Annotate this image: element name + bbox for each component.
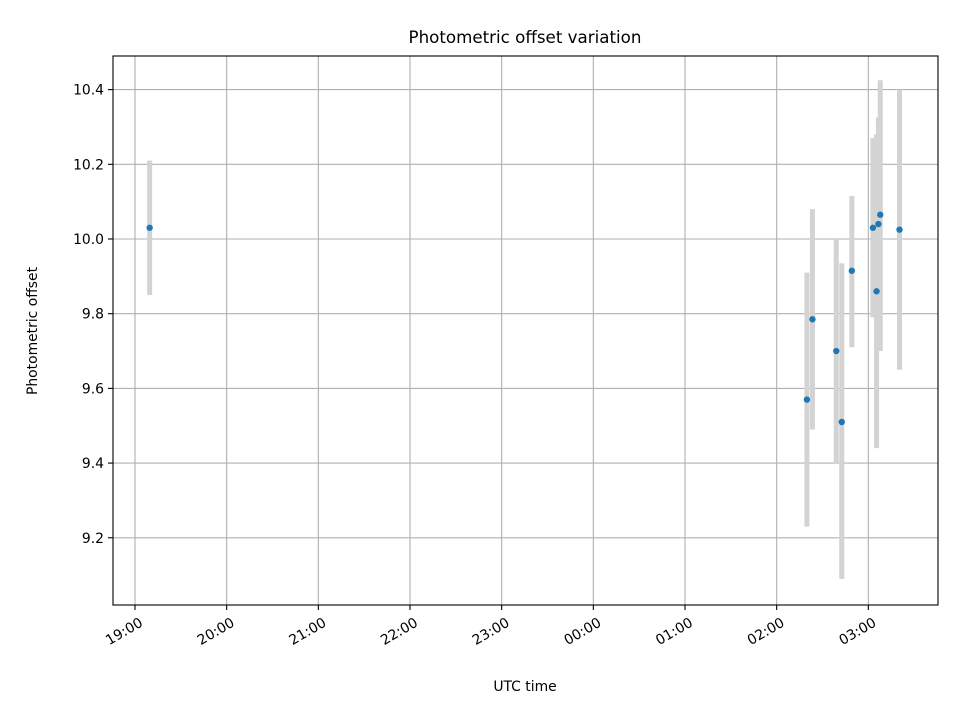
data-point [848, 267, 856, 274]
y-tick-label: 10.4 [73, 83, 104, 99]
data-point [869, 224, 877, 231]
data-point [838, 418, 845, 426]
x-axis-label: UTC time [493, 679, 556, 695]
data-point [146, 224, 153, 231]
y-tick-label: 9.6 [82, 381, 104, 397]
y-axis-label: Photometric offset [25, 266, 41, 395]
y-tick-label: 9.8 [82, 307, 104, 323]
grid-lines [113, 56, 938, 605]
y-tick-label: 9.2 [82, 531, 104, 547]
y-axis-ticks: 9.2 9.4 9.6 9.8 10.0 10.2 10.4 [73, 83, 113, 547]
plot-frame [112, 55, 939, 606]
y-tick-label: 10.2 [73, 157, 104, 173]
y-tick-label: 10.0 [73, 232, 104, 248]
data-point [896, 226, 903, 233]
data-point [809, 316, 816, 323]
data-point [833, 347, 840, 355]
data-point [803, 396, 811, 403]
data-point [873, 288, 880, 295]
data-points [146, 211, 903, 426]
data-point [877, 211, 884, 218]
chart-title: Photometric offset variation [409, 27, 642, 47]
plot-area [113, 56, 938, 605]
y-tick-label: 9.4 [82, 456, 104, 472]
data-point [875, 220, 882, 228]
